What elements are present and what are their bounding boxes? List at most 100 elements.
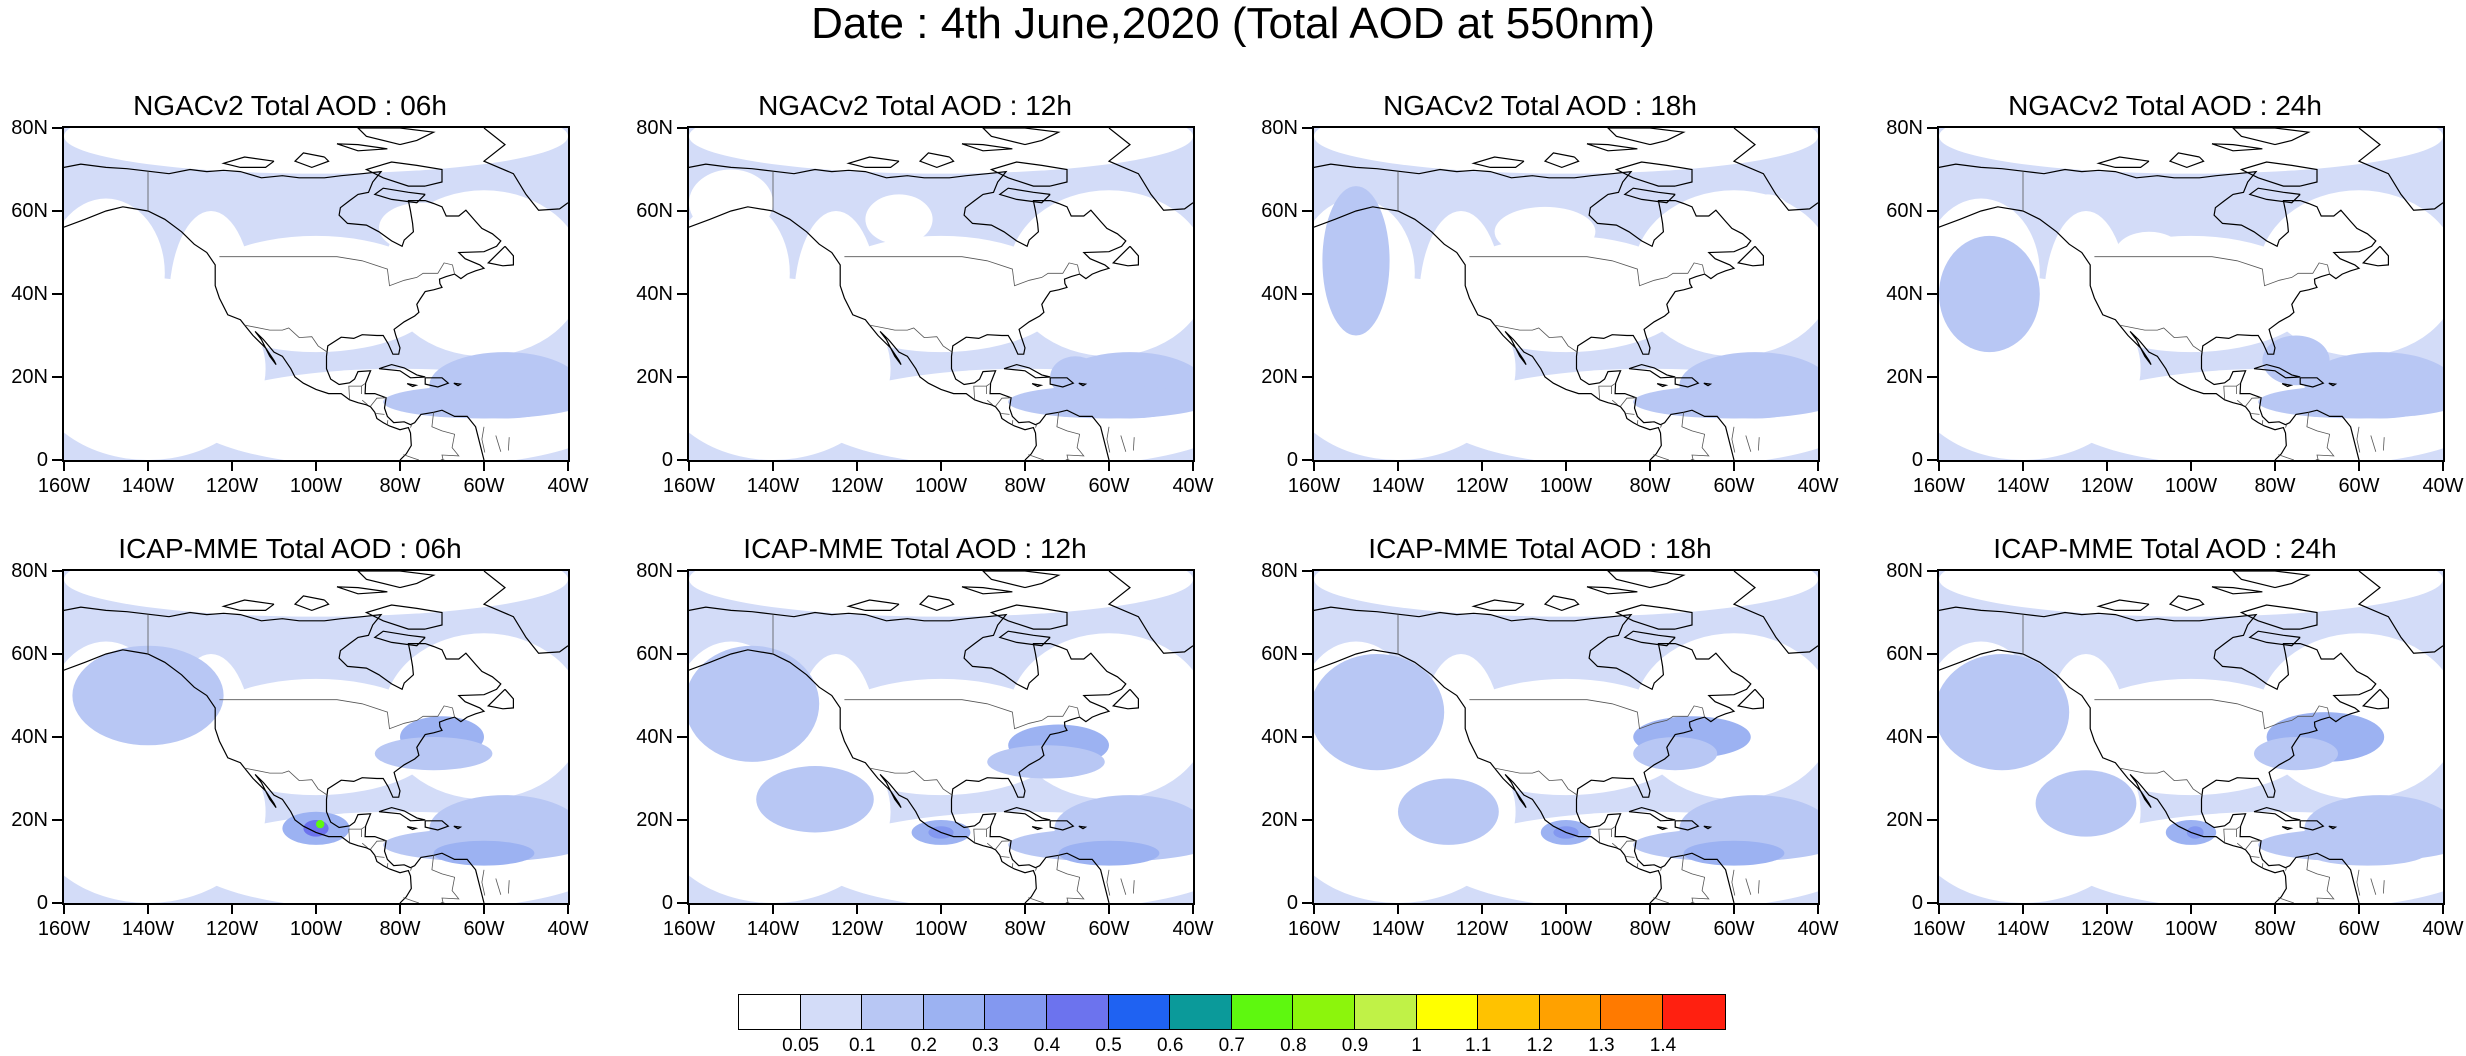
coastline bbox=[221, 599, 275, 611]
country-border bbox=[410, 867, 413, 871]
country-border bbox=[2236, 842, 2243, 849]
x-axis-label: 120W bbox=[830, 918, 884, 940]
y-axis-tick bbox=[1302, 210, 1312, 212]
y-axis-tick bbox=[1302, 819, 1312, 821]
aod-map bbox=[687, 126, 1195, 462]
y-axis-label: 80N bbox=[636, 117, 673, 139]
y-axis-tick bbox=[677, 570, 687, 572]
x-axis-tick bbox=[2190, 905, 2192, 914]
y-axis-tick bbox=[52, 570, 62, 572]
country-border bbox=[1660, 867, 1663, 871]
aod-map-svg bbox=[1939, 128, 2443, 460]
x-axis-tick bbox=[1313, 462, 1315, 471]
coastline bbox=[453, 825, 463, 830]
low-aod-patch bbox=[794, 211, 878, 394]
country-border bbox=[1056, 855, 1085, 903]
colorbar-label: 0.4 bbox=[1033, 1035, 1061, 1056]
y-axis-label: 80N bbox=[11, 560, 48, 582]
x-axis-tick bbox=[940, 462, 942, 471]
y-axis-tick bbox=[1927, 570, 1937, 572]
coastline bbox=[1078, 825, 1088, 830]
x-axis-tick bbox=[2442, 462, 2444, 471]
low-aod-patch bbox=[169, 211, 253, 394]
colorbar-swatch bbox=[1601, 995, 1663, 1029]
coastline bbox=[2211, 143, 2263, 152]
map-panel: ICAP-MME Total AOD : 18h 80N 60N 40N 20N 0 160… bbox=[1250, 533, 1838, 1013]
country-border bbox=[1120, 435, 1127, 452]
coastline bbox=[1628, 806, 1676, 822]
x-axis-tick bbox=[688, 462, 690, 471]
aod-plume bbox=[2035, 770, 2137, 837]
x-axis-label: 100W bbox=[914, 918, 968, 940]
coastline bbox=[2168, 152, 2205, 169]
x-axis-label: 100W bbox=[289, 475, 343, 497]
colorbar-label: 0.5 bbox=[1095, 1035, 1122, 1056]
aod-map bbox=[1937, 569, 2445, 905]
coastline bbox=[846, 599, 900, 611]
x-axis-tick bbox=[856, 462, 858, 471]
low-aod-patch bbox=[420, 128, 532, 145]
coastline bbox=[2239, 161, 2318, 187]
country-border bbox=[1758, 880, 1760, 894]
coastline bbox=[2096, 156, 2150, 168]
aod-map-svg bbox=[689, 128, 1193, 460]
country-border bbox=[2356, 426, 2361, 453]
aod-map-svg bbox=[1939, 571, 2443, 903]
coastline bbox=[1939, 163, 2377, 460]
panel-title: NGACv2 Total AOD : 18h bbox=[1383, 90, 1697, 121]
coastline bbox=[918, 595, 955, 612]
country-border bbox=[2119, 324, 2204, 353]
country-border bbox=[1745, 878, 1752, 895]
x-axis-label: 140W bbox=[121, 918, 175, 940]
low-aod-patch bbox=[689, 169, 773, 236]
colorbar-label: 0.8 bbox=[1280, 1035, 1307, 1056]
y-axis-label: 20N bbox=[1886, 809, 1923, 831]
coastline bbox=[1674, 820, 1700, 831]
aod-plume bbox=[756, 766, 874, 833]
country-border bbox=[2236, 399, 2243, 406]
coastline bbox=[1939, 606, 2377, 903]
country-border bbox=[1626, 413, 1635, 415]
country-border bbox=[370, 840, 387, 850]
y-axis-label: 80N bbox=[11, 117, 48, 139]
coastline bbox=[1031, 826, 1044, 831]
coastline bbox=[406, 383, 419, 388]
country-border bbox=[1611, 399, 1618, 406]
coastline bbox=[2232, 128, 2311, 146]
y-axis-tick bbox=[1927, 127, 1937, 129]
y-axis-tick bbox=[677, 210, 687, 212]
country-border bbox=[2094, 699, 2330, 730]
country-border bbox=[431, 412, 460, 460]
x-axis-tick bbox=[63, 462, 65, 471]
coastline bbox=[486, 245, 514, 267]
x-axis-label: 160W bbox=[37, 918, 91, 940]
x-axis-label: 120W bbox=[2080, 918, 2134, 940]
y-axis-tick bbox=[677, 127, 687, 129]
country-border bbox=[1660, 424, 1663, 428]
y-axis-label: 80N bbox=[1886, 560, 1923, 582]
x-axis-tick bbox=[567, 462, 569, 471]
coastline bbox=[1623, 187, 1676, 204]
x-axis-label: 40W bbox=[2422, 918, 2464, 940]
y-axis-label: 40N bbox=[636, 283, 673, 305]
country-border bbox=[1028, 454, 1045, 460]
y-axis-label: 60N bbox=[1261, 200, 1298, 222]
x-axis-label: 140W bbox=[746, 475, 800, 497]
x-axis-tick bbox=[1817, 905, 1819, 914]
y-axis-label: 80N bbox=[636, 560, 673, 582]
x-axis-label: 120W bbox=[830, 475, 884, 497]
coastline bbox=[1107, 128, 1193, 211]
country-border bbox=[1598, 826, 1616, 843]
country-border bbox=[410, 424, 413, 428]
country-border bbox=[244, 324, 329, 353]
aod-plume bbox=[1058, 840, 1160, 866]
x-axis-tick bbox=[315, 905, 317, 914]
x-axis-tick bbox=[2106, 905, 2108, 914]
coastline bbox=[982, 128, 1061, 146]
country-border bbox=[1620, 840, 1637, 850]
x-axis-label: 60W bbox=[2338, 475, 2380, 497]
coastline bbox=[336, 586, 388, 595]
low-aod-patch bbox=[379, 202, 463, 253]
country-border bbox=[1001, 856, 1010, 858]
country-border bbox=[2278, 897, 2295, 903]
